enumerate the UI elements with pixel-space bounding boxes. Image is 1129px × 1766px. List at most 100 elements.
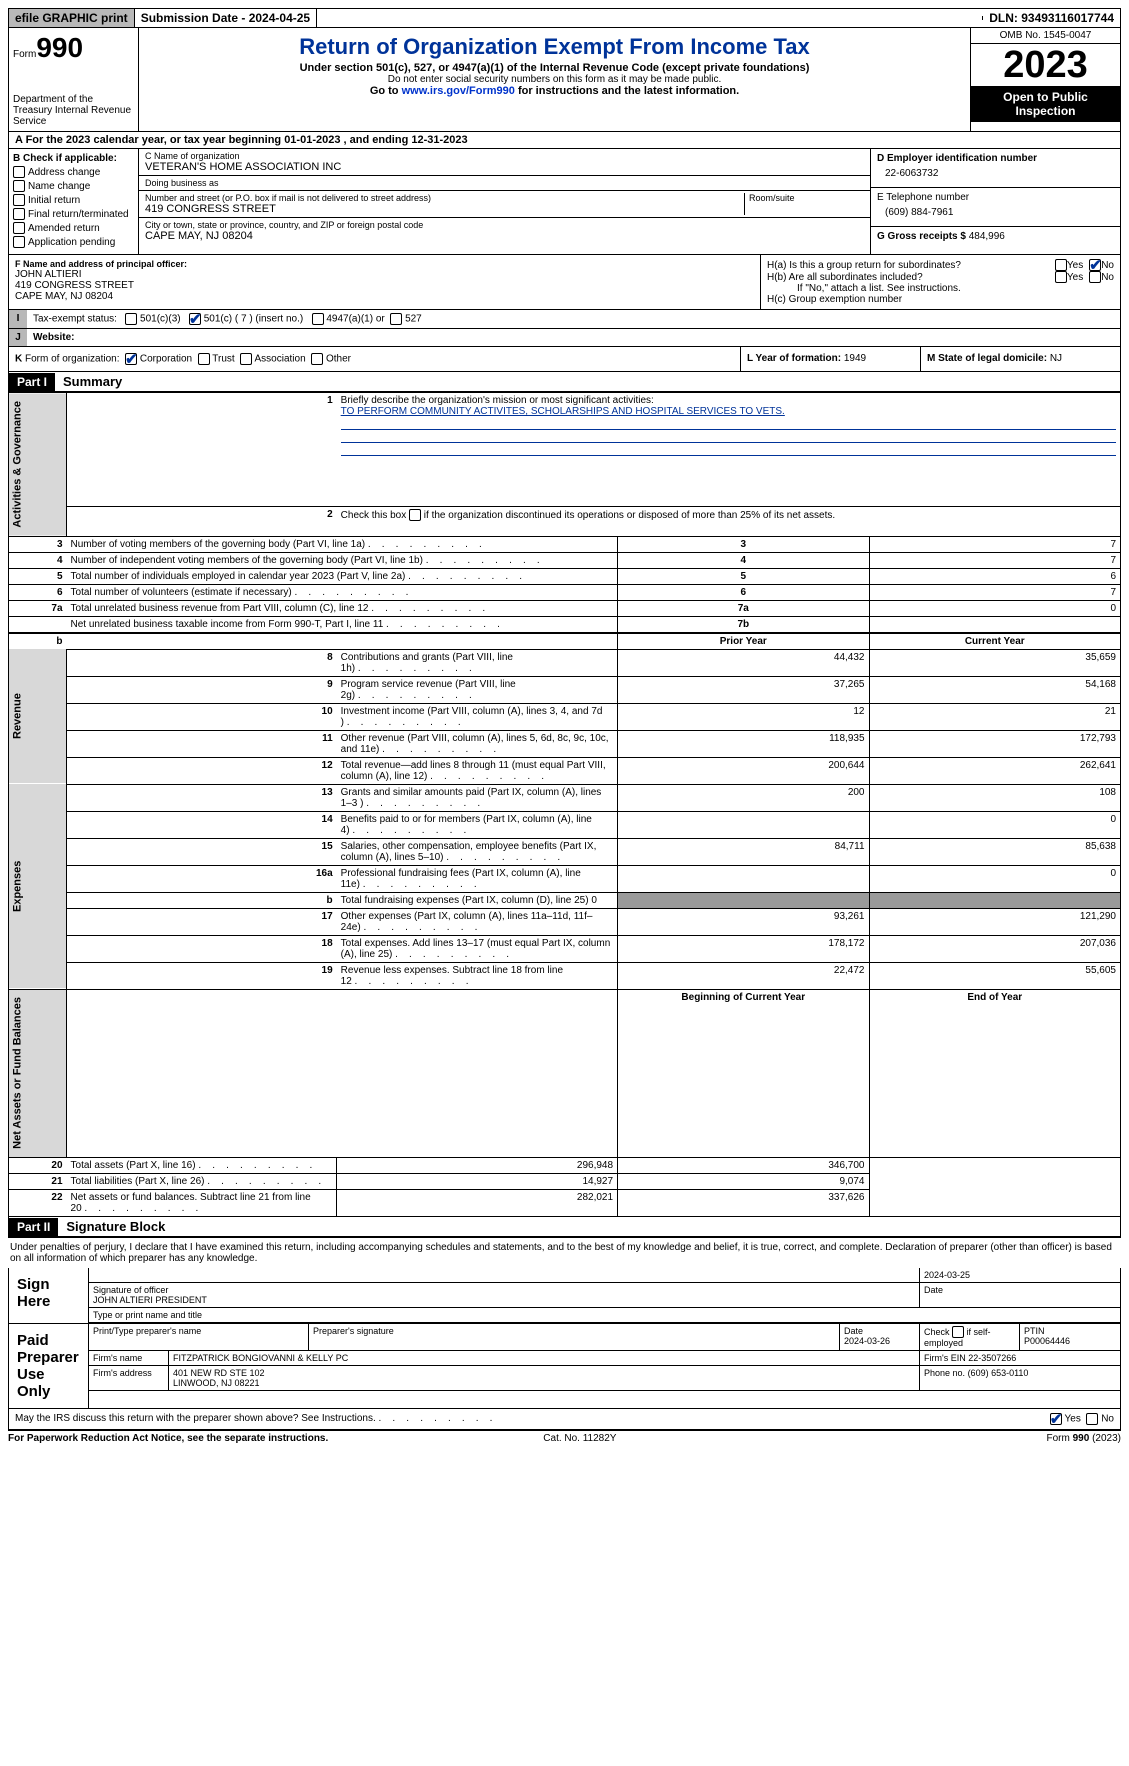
rev-current: 21 <box>869 703 1121 730</box>
527-checkbox[interactable] <box>390 313 402 325</box>
officer-name: JOHN ALTIERI <box>15 269 754 280</box>
part2-title: Signature Block <box>58 1217 173 1236</box>
box-f-label: F Name and address of principal officer: <box>15 259 754 269</box>
city: CAPE MAY, NJ 08204 <box>145 230 864 242</box>
officer-name-sig: JOHN ALTIERI PRESIDENT <box>93 1295 207 1305</box>
summary-line-box: 7a <box>618 600 869 616</box>
rev-line-desc: Program service revenue (Part VIII, line… <box>337 676 618 703</box>
exp-line-desc: Other expenses (Part IX, column (A), lin… <box>337 908 618 935</box>
dept-treasury: Department of the Treasury Internal Reve… <box>13 94 134 127</box>
sign-here-label: Sign Here <box>9 1268 89 1323</box>
discuss-yes-checkbox[interactable] <box>1050 1413 1062 1425</box>
na-line-desc: Total liabilities (Part X, line 26) <box>67 1174 337 1190</box>
rev-prior: 37,265 <box>618 676 869 703</box>
street-label: Number and street (or P.O. box if mail i… <box>145 193 744 203</box>
room-label: Room/suite <box>749 193 864 203</box>
rev-label: Revenue <box>9 649 67 784</box>
trust-checkbox[interactable] <box>198 353 210 365</box>
exp-line-desc: Total fundraising expenses (Part IX, col… <box>337 892 618 908</box>
exp-current: 0 <box>869 811 1121 838</box>
summary-line-box: 3 <box>618 536 869 552</box>
discuss-text: May the IRS discuss this return with the… <box>15 1413 492 1425</box>
rev-line-desc: Total revenue—add lines 8 through 11 (mu… <box>337 757 618 784</box>
4947-checkbox[interactable] <box>312 313 324 325</box>
officer-street: 419 CONGRESS STREET <box>15 280 754 291</box>
section-bcd: B Check if applicable: Address change Na… <box>8 149 1121 255</box>
prep-sig-label: Preparer's signature <box>309 1324 840 1350</box>
exp-current: 121,290 <box>869 908 1121 935</box>
greyed-cell <box>869 892 1121 908</box>
summary-line-val: 7 <box>869 584 1121 600</box>
street: 419 CONGRESS STREET <box>145 203 744 215</box>
part2-num: Part II <box>9 1218 58 1236</box>
rev-current: 35,659 <box>869 649 1121 676</box>
boxb-checkbox[interactable] <box>13 166 25 178</box>
row-klm: K Form of organization: Corporation Trus… <box>8 347 1121 372</box>
form-header: Form990 Department of the Treasury Inter… <box>8 28 1121 132</box>
row-j-lbl: J <box>9 329 27 346</box>
boxb-checkbox[interactable] <box>13 208 25 220</box>
discuss-no-checkbox[interactable] <box>1086 1413 1098 1425</box>
na-begin: 296,948 <box>337 1158 618 1174</box>
rev-prior: 118,935 <box>618 730 869 757</box>
hb-no-checkbox[interactable] <box>1089 271 1101 283</box>
firm-addr1: 401 NEW RD STE 102 <box>173 1368 265 1378</box>
footer: For Paperwork Reduction Act Notice, see … <box>8 1430 1121 1446</box>
org-name: VETERAN'S HOME ASSOCIATION INC <box>145 161 864 173</box>
officer-city: CAPE MAY, NJ 08204 <box>15 291 754 302</box>
assoc-checkbox[interactable] <box>240 353 252 365</box>
summary-table: Activities & Governance 1 Briefly descri… <box>8 392 1121 1217</box>
boxb-checkbox[interactable] <box>13 194 25 206</box>
rev-line-desc: Contributions and grants (Part VIII, lin… <box>337 649 618 676</box>
501c3-checkbox[interactable] <box>125 313 137 325</box>
line2-checkbox[interactable] <box>409 509 421 521</box>
form-title: Return of Organization Exempt From Incom… <box>147 34 962 60</box>
boxb-checkbox[interactable] <box>13 180 25 192</box>
row-j: J Website: <box>8 329 1121 347</box>
gross: 484,996 <box>969 231 1005 242</box>
firm-name: FITZPATRICK BONGIOVANNI & KELLY PC <box>169 1351 920 1365</box>
ag-label: Activities & Governance <box>9 393 67 537</box>
other-checkbox[interactable] <box>311 353 323 365</box>
summary-line-desc: Number of voting members of the governin… <box>67 536 618 552</box>
corp-checkbox[interactable] <box>125 353 137 365</box>
ha-no-checkbox[interactable] <box>1089 259 1101 271</box>
firm-name-label: Firm's name <box>89 1351 169 1365</box>
summary-line-desc: Number of independent voting members of … <box>67 552 618 568</box>
boxb-item: Application pending <box>28 237 115 248</box>
firm-phone: (609) 653-0110 <box>968 1368 1029 1378</box>
signature-block: Sign Here 2024-03-25 Signature of office… <box>8 1268 1121 1409</box>
efile-label: efile GRAPHIC print <box>9 9 135 27</box>
summary-line-val: 6 <box>869 568 1121 584</box>
tax-year-line: A For the 2023 calendar year, or tax yea… <box>8 132 1121 149</box>
website-label: Website: <box>33 332 75 343</box>
line1-label: Briefly describe the organization's miss… <box>341 395 654 406</box>
self-emp-checkbox[interactable] <box>952 1326 964 1338</box>
summary-line-val <box>869 616 1121 633</box>
boxb-checkbox[interactable] <box>13 222 25 234</box>
summary-line-desc: Net unrelated business taxable income fr… <box>67 616 618 633</box>
dba-label: Doing business as <box>145 178 864 188</box>
exp-label: Expenses <box>9 784 67 989</box>
exp-line-desc: Salaries, other compensation, employee b… <box>337 838 618 865</box>
exp-prior <box>618 865 869 892</box>
summary-line-val: 7 <box>869 552 1121 568</box>
ha-yes-checkbox[interactable] <box>1055 259 1067 271</box>
501c-checkbox[interactable] <box>189 313 201 325</box>
irs-link[interactable]: www.irs.gov/Form990 <box>402 85 515 97</box>
summary-line-desc: Total number of individuals employed in … <box>67 568 618 584</box>
part1-num: Part I <box>9 373 55 391</box>
exp-prior <box>618 811 869 838</box>
ein: 22-6063732 <box>877 164 1114 183</box>
summary-line-box: 5 <box>618 568 869 584</box>
boxb-checkbox[interactable] <box>13 236 25 248</box>
ptin: P00064446 <box>1024 1336 1070 1346</box>
firm-addr2: LINWOOD, NJ 08221 <box>173 1378 260 1388</box>
top-bar: efile GRAPHIC print Submission Date - 20… <box>8 8 1121 28</box>
omb-number: OMB No. 1545-0047 <box>971 28 1120 44</box>
box-b: B Check if applicable: Address change Na… <box>9 149 139 254</box>
exp-current: 0 <box>869 865 1121 892</box>
part1-bar: Part I Summary <box>8 372 1121 392</box>
summary-line-box: 4 <box>618 552 869 568</box>
hb-yes-checkbox[interactable] <box>1055 271 1067 283</box>
